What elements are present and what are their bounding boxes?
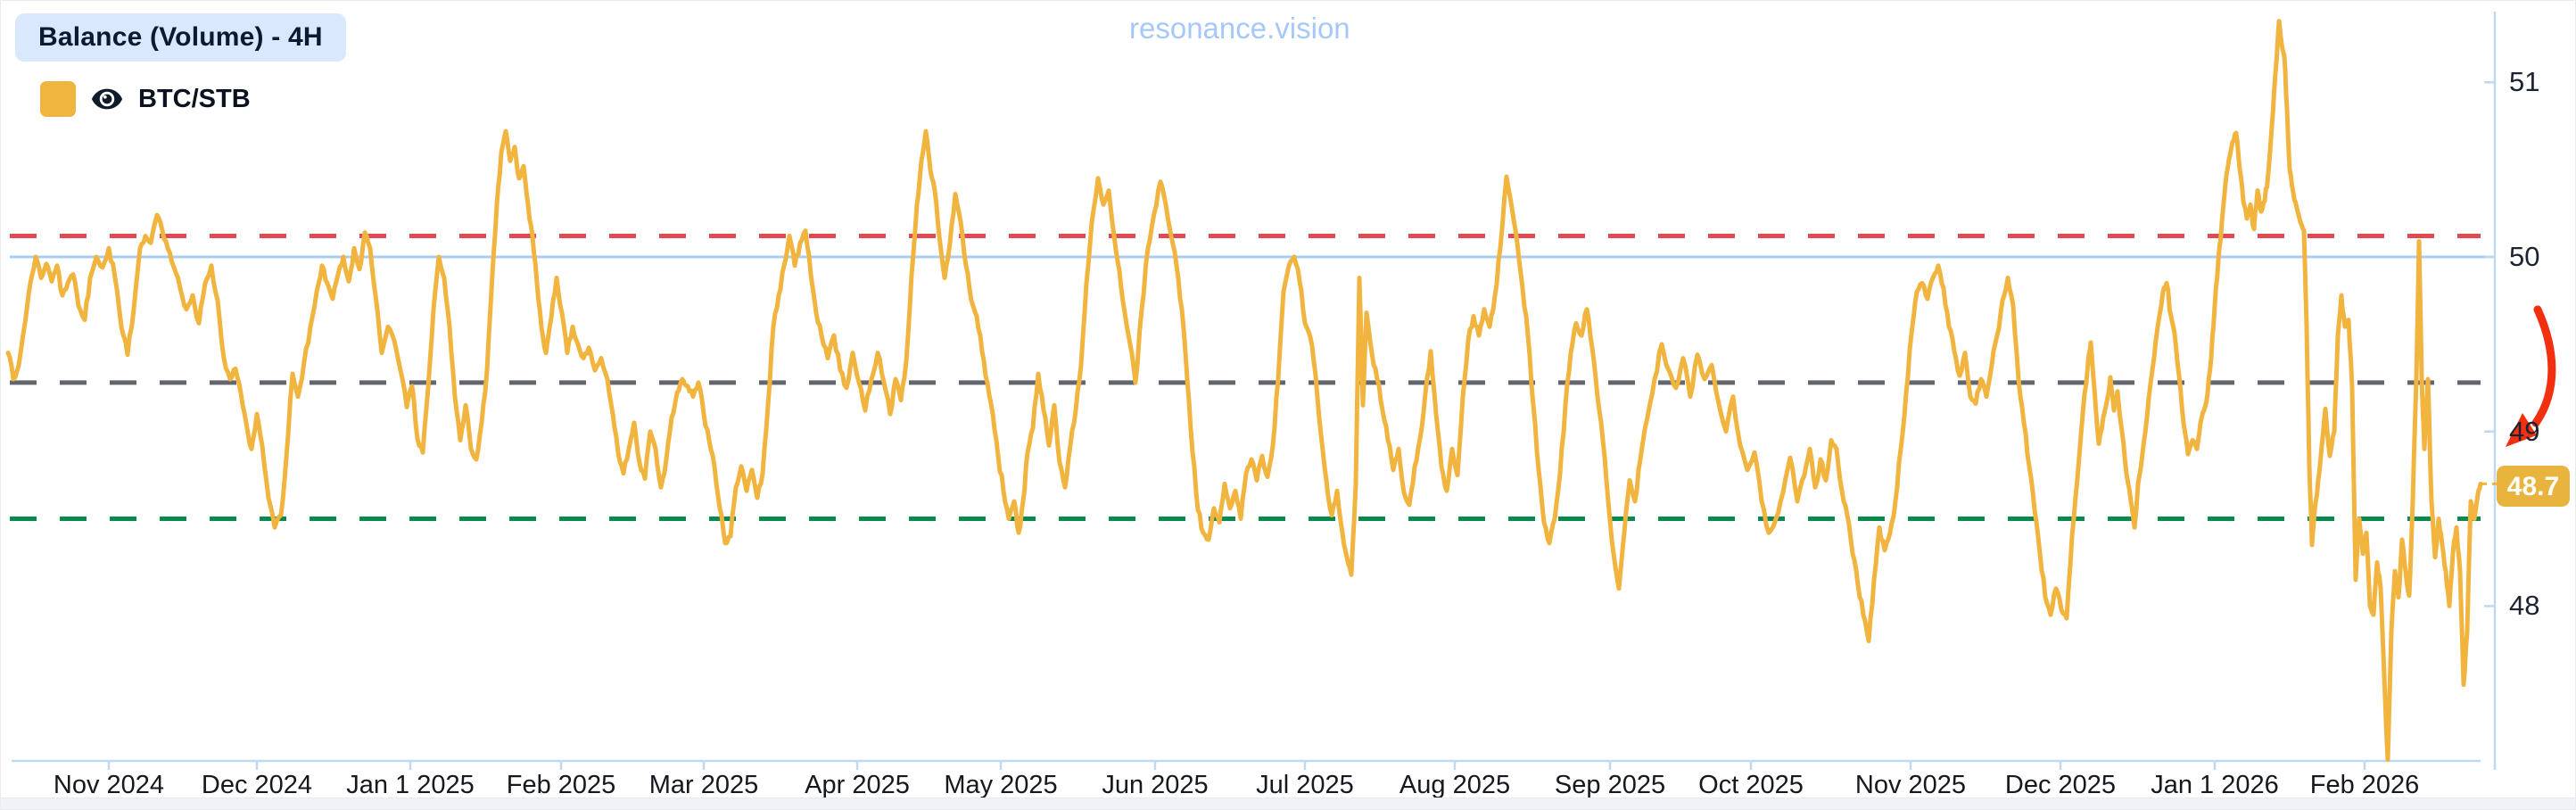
trend-arrow [2531, 305, 2556, 427]
time-axis-label: Mar 2025 [648, 771, 759, 799]
time-axis-label: Dec 2024 [201, 771, 313, 799]
trend-arrow-head [2506, 413, 2537, 447]
series-line [5, 19, 2483, 763]
time-axis-label: Oct 2025 [1698, 771, 1804, 799]
time-axis-label: Feb 2026 [2309, 771, 2420, 799]
visibility-eye-icon[interactable] [90, 82, 124, 116]
time-axis-label: Sep 2025 [1554, 771, 1666, 799]
price-axis-label: 48 [2509, 590, 2540, 622]
chart-title-chip: Balance (Volume) - 4H [15, 13, 346, 62]
time-axis-label: Jan 1 2025 [346, 771, 475, 799]
time-axis-label: Apr 2025 [805, 771, 910, 799]
current-price-badge: 48.7 [2497, 466, 2570, 507]
series-legend: BTC/STB [40, 79, 251, 119]
watermark: resonance.vision [1129, 12, 1350, 45]
time-axis-label: Jul 2025 [1256, 771, 1354, 799]
symbol-label: BTC/STB [138, 84, 251, 113]
series-color-swatch [40, 81, 76, 117]
time-axis-label: May 2025 [944, 771, 1058, 799]
time-axis-label: Jun 2025 [1102, 771, 1209, 799]
price-axis-label: 49 [2509, 415, 2540, 447]
time-axis-label: Jan 1 2026 [2151, 771, 2279, 799]
bottom-strip [1, 798, 2575, 809]
chart-title: Balance (Volume) - 4H [38, 22, 323, 52]
price-axis-label: 51 [2509, 66, 2540, 98]
time-axis-label: Nov 2024 [53, 771, 165, 799]
time-axis-label: Nov 2025 [1854, 771, 1967, 799]
time-axis-label: Feb 2025 [506, 771, 616, 799]
time-axis-label: Aug 2025 [1399, 771, 1511, 799]
time-axis-label: Dec 2025 [2004, 771, 2117, 799]
price-axis-label: 50 [2509, 241, 2540, 272]
